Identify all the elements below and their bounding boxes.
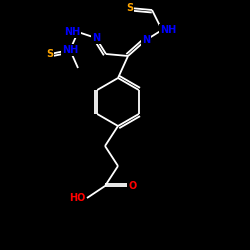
Text: S: S xyxy=(46,49,54,59)
Text: NH: NH xyxy=(160,25,176,35)
Text: NH: NH xyxy=(62,45,78,55)
Text: HO: HO xyxy=(69,193,85,203)
Text: N: N xyxy=(92,33,100,43)
Text: S: S xyxy=(126,3,134,13)
Text: N: N xyxy=(142,35,150,45)
Text: NH: NH xyxy=(64,27,80,37)
Text: O: O xyxy=(129,181,137,191)
